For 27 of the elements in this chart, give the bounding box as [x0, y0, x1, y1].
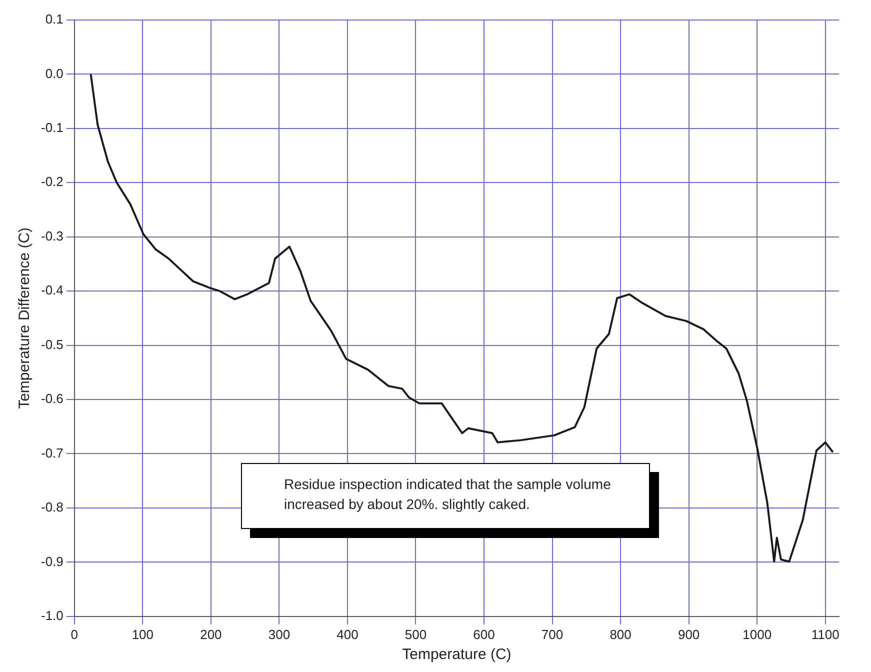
x-tick-label: 200 [200, 626, 222, 642]
y-axis-title: Temperature Difference (C) [16, 227, 34, 409]
x-axis-title: Temperature (C) [402, 646, 512, 664]
y-tick-label: 0.1 [45, 12, 64, 27]
y-tick-label: -0.9 [40, 554, 64, 569]
x-tick-label: 300 [268, 626, 290, 642]
x-tick-label: 400 [336, 626, 358, 642]
x-tick-label: 800 [610, 626, 632, 642]
x-tick-label: 0 [70, 626, 78, 642]
x-tick-label: 500 [404, 626, 427, 642]
y-tick-label: -0.1 [40, 120, 64, 136]
y-tick-label: 0.0 [45, 66, 64, 81]
x-tick-label: 600 [473, 626, 495, 642]
x-tick-label: 1000 [742, 626, 772, 642]
y-tick-label: -0.5 [40, 336, 64, 352]
y-tick-label: -0.6 [40, 391, 64, 406]
x-tick-label: 900 [678, 626, 700, 642]
x-tick-label: 100 [132, 626, 154, 642]
y-tick-label: -0.4 [40, 282, 64, 298]
y-tick-label: -0.8 [40, 500, 64, 515]
x-tick-label: 1100 [811, 626, 840, 642]
x-tick-label: 700 [541, 626, 564, 642]
y-tick-label: -0.3 [40, 228, 64, 244]
annotation: Residue inspection indicated that the sample volume increased by about 20%. slightly caked. [284, 475, 612, 514]
y-tick-label: -0.7 [40, 445, 64, 460]
y-tick-label: -0.2 [40, 174, 64, 190]
y-tick-label: -1.0 [40, 608, 64, 623]
